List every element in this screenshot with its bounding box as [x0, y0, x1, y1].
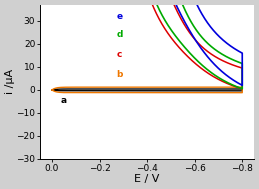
Y-axis label: i /μA: i /μA	[5, 69, 15, 94]
Text: a: a	[61, 96, 67, 105]
Text: c: c	[117, 50, 123, 59]
X-axis label: E / V: E / V	[134, 174, 160, 184]
Text: b: b	[117, 70, 123, 80]
Text: e: e	[117, 12, 123, 21]
Text: d: d	[117, 30, 123, 39]
